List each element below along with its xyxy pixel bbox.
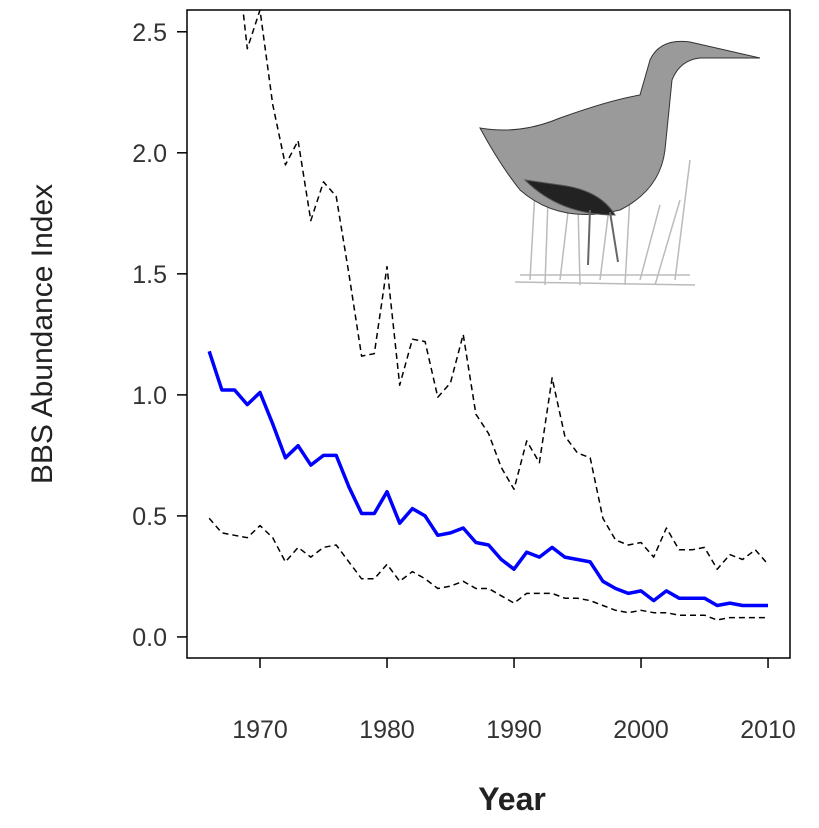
x-tick-label: 1980 <box>359 716 415 744</box>
y-axis-title: BBS Abundance Index <box>26 184 59 484</box>
y-tick-label: 0.0 <box>132 624 167 652</box>
y-tick-label: 2.0 <box>132 140 167 168</box>
interval-line <box>209 518 768 620</box>
x-tick-label: 1990 <box>486 716 542 744</box>
y-tick-label: 0.5 <box>132 503 167 531</box>
x-axis-title: Year <box>478 781 546 817</box>
bird-illustration <box>480 41 760 285</box>
y-tick-label: 1.5 <box>132 261 167 289</box>
y-tick-label: 2.5 <box>132 19 167 47</box>
plot-frame <box>187 10 790 658</box>
x-tick-label: 2010 <box>740 716 796 744</box>
x-tick-label: 1970 <box>232 716 288 744</box>
y-tick-label: 1.0 <box>132 382 167 410</box>
plot-area <box>209 0 768 620</box>
trend-line <box>209 351 768 605</box>
chart: Year BBS Abundance Index 0.0 0.5 1.0 1.5 2.0… <box>0 0 819 828</box>
x-tick-label: 2000 <box>613 716 669 744</box>
